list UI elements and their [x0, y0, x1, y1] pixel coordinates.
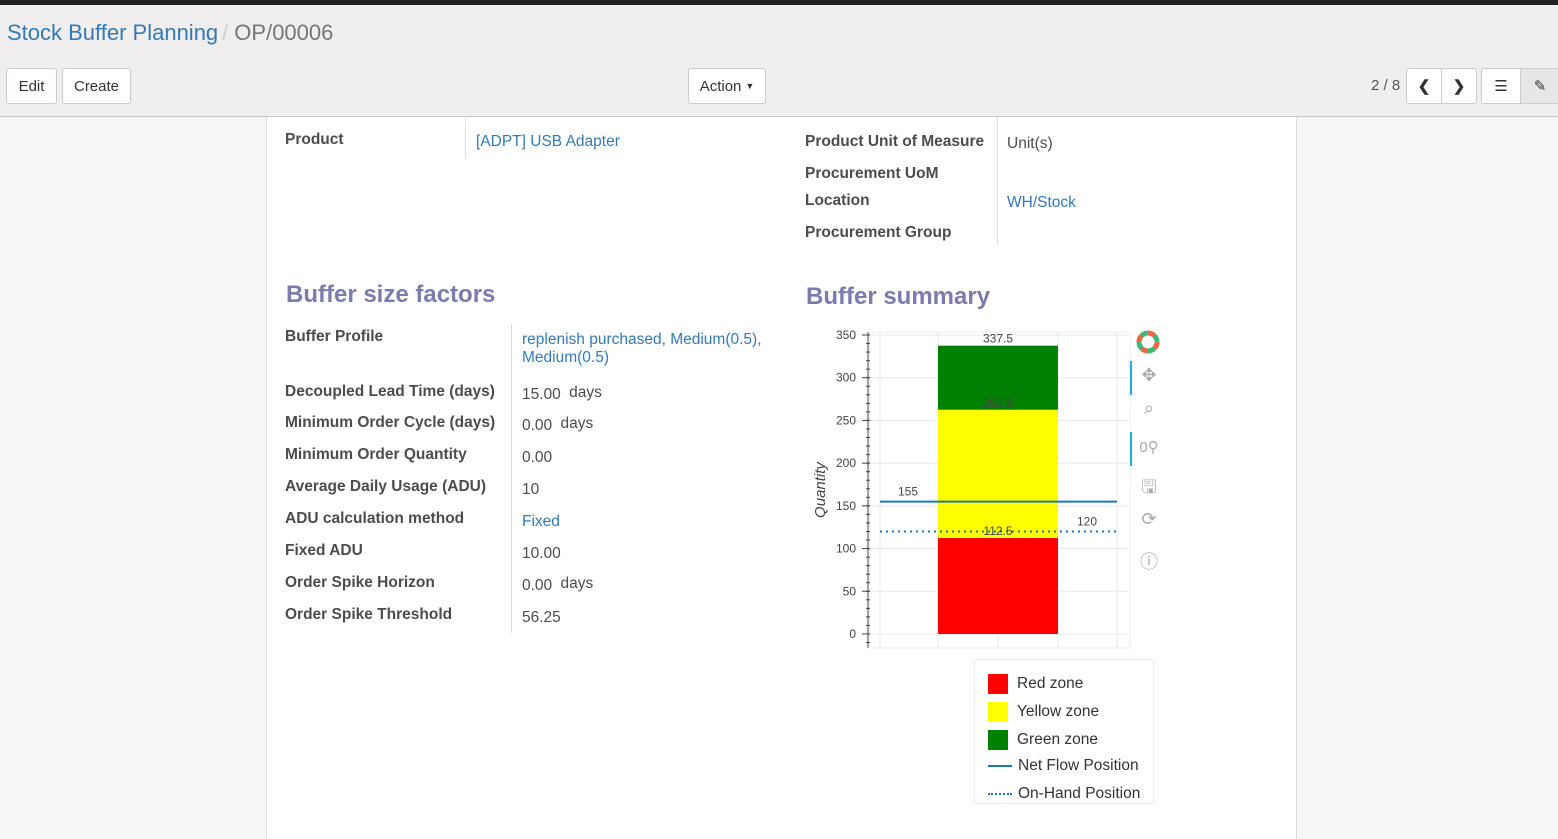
factor-label: Decoupled Lead Time (days) [285, 383, 495, 400]
bar-label: 337.5 [983, 332, 1013, 346]
factor-value-text: Medium(0.5) [522, 349, 609, 366]
factor-value-text: 0.00 [522, 417, 553, 434]
y-tick-label: 300 [836, 371, 856, 385]
factor-value-text: 0.00 [522, 577, 553, 594]
factor-unit: days [560, 415, 594, 432]
factor-label: Minimum Order Quantity [285, 446, 467, 463]
factor-label: Buffer Profile [285, 328, 384, 345]
legend-item-net-flow: Net Flow Position [988, 756, 1139, 776]
list-icon: ☰ [1494, 78, 1508, 95]
bar-segment-yellow-zone [938, 409, 1058, 538]
factor-label: Order Spike Horizon [285, 574, 435, 591]
factor-value-text: Fixed [522, 513, 560, 530]
factor-label: Order Spike Threshold [285, 606, 453, 623]
factor-value: 10.00 [522, 545, 561, 563]
bar-segment-green-zone [938, 345, 1058, 410]
factor-value-text: 10 [522, 481, 540, 498]
save-tool-icon[interactable]: 🖫 [1141, 477, 1157, 497]
help-tool-icon[interactable]: ⓘ [1140, 552, 1158, 572]
factor-value[interactable]: Fixed [522, 513, 560, 531]
legend-item-red: Red zone [988, 674, 1083, 694]
y-axis-label: Quantity [812, 461, 829, 518]
factor-value-text: 56.25 [522, 609, 561, 626]
breadcrumb-parent[interactable]: Stock Buffer Planning [7, 20, 219, 45]
factor-unit: days [569, 384, 602, 401]
factor-value[interactable]: replenish purchased, Medium(0.5), Medium(… [522, 331, 762, 367]
product-value[interactable]: [ADPT] USB Adapter [476, 133, 620, 150]
breadcrumb-current: OP/00006 [234, 20, 334, 45]
location-label: Location [805, 192, 870, 209]
legend-item-yellow: Yellow zone [988, 702, 1099, 722]
bar-label: 112.5 [983, 524, 1012, 538]
factor-value-text: replenish purchased, Medium(0.5), [522, 331, 762, 348]
factor-label: ADU calculation method [285, 510, 465, 527]
y-tick-label: 150 [836, 499, 856, 513]
procurement-uom-label: Procurement UoM [805, 165, 939, 182]
legend-label: On-Hand Position [1018, 785, 1141, 802]
legend-label: Net Flow Position [1018, 757, 1139, 774]
reset-tool-icon[interactable]: ⟳ [1141, 509, 1157, 529]
factor-value-text: 10.00 [522, 545, 561, 562]
legend-item-on-hand: On-Hand Position [988, 784, 1140, 804]
procurement-group-label: Procurement Group [805, 224, 952, 241]
factor-value: 15.00 days [522, 384, 602, 404]
legend-label: Green zone [1017, 731, 1098, 748]
create-button[interactable]: Create [62, 68, 131, 104]
breadcrumb: Stock Buffer Planning / OP/00006 [7, 20, 334, 45]
form-view-button[interactable]: ✎ [1520, 68, 1558, 104]
y-tick-label: 0 [849, 627, 856, 641]
control-panel: Stock Buffer Planning / OP/00006 Edit Crea… [0, 5, 1558, 117]
factor-label: Fixed ADU [285, 542, 363, 559]
uom-value: Unit(s) [1007, 135, 1053, 152]
factor-value: 56.25 [522, 609, 561, 627]
y-tick-label: 50 [843, 584, 857, 598]
legend-label: Yellow zone [1017, 703, 1100, 720]
action-label: Action [699, 77, 742, 95]
buffer-summary-title: Buffer summary [806, 283, 991, 310]
box-zoom-tool-icon[interactable]: ⌕ [1143, 398, 1155, 418]
list-view-button[interactable]: ☰ [1481, 68, 1521, 104]
line-label: 155 [898, 485, 918, 499]
factor-value: 10 [522, 481, 539, 499]
buffer-size-factors-title: Buffer size factors [286, 281, 496, 308]
pan-tool-icon[interactable]: ✥ [1141, 365, 1157, 385]
bar-label: 262.5 [983, 396, 1013, 410]
caret-down-icon: ▼ [745, 81, 755, 91]
chart-legend: Red zone Yellow zone Green zone Net Flow… [974, 659, 1154, 804]
edit-icon: ✎ [1533, 78, 1547, 95]
location-value[interactable]: WH/Stock [1007, 194, 1076, 211]
bar-segment-red-zone [938, 537, 1058, 634]
y-tick-label: 100 [836, 542, 856, 556]
chevron-right-icon: ❯ [1452, 78, 1466, 95]
factor-value: 0.00 [522, 449, 552, 467]
factor-label: Average Daily Usage (ADU) [285, 478, 486, 495]
chevron-left-icon: ❮ [1417, 78, 1431, 95]
y-tick-label: 250 [836, 413, 856, 427]
product-label: Product [285, 131, 344, 148]
wheel-zoom-tool-icon[interactable]: 0⚲ [1139, 439, 1159, 456]
pager-value: 2 / 8 [1371, 77, 1401, 94]
factor-unit: days [560, 575, 594, 592]
factor-value: 0.00 days [522, 575, 594, 595]
line-label: 120 [1077, 514, 1097, 528]
factor-value: 0.00 days [522, 415, 594, 435]
legend-label: Red zone [1017, 675, 1084, 692]
action-dropdown[interactable]: Action ▼ [688, 68, 766, 104]
top-bar [0, 0, 1558, 5]
factor-value-text: 0.00 [522, 449, 553, 466]
y-tick-label: 350 [836, 328, 856, 342]
legend-item-green: Green zone [988, 730, 1098, 750]
pager-next-button[interactable]: ❯ [1441, 68, 1477, 104]
edit-button[interactable]: Edit [6, 68, 57, 104]
factor-value-text: 15.00 [522, 386, 561, 403]
bokeh-logo-icon[interactable] [1136, 330, 1160, 359]
uom-label: Product Unit of Measure [805, 133, 985, 150]
factor-label: Minimum Order Cycle (days) [285, 414, 496, 431]
y-tick-label: 200 [836, 456, 856, 470]
